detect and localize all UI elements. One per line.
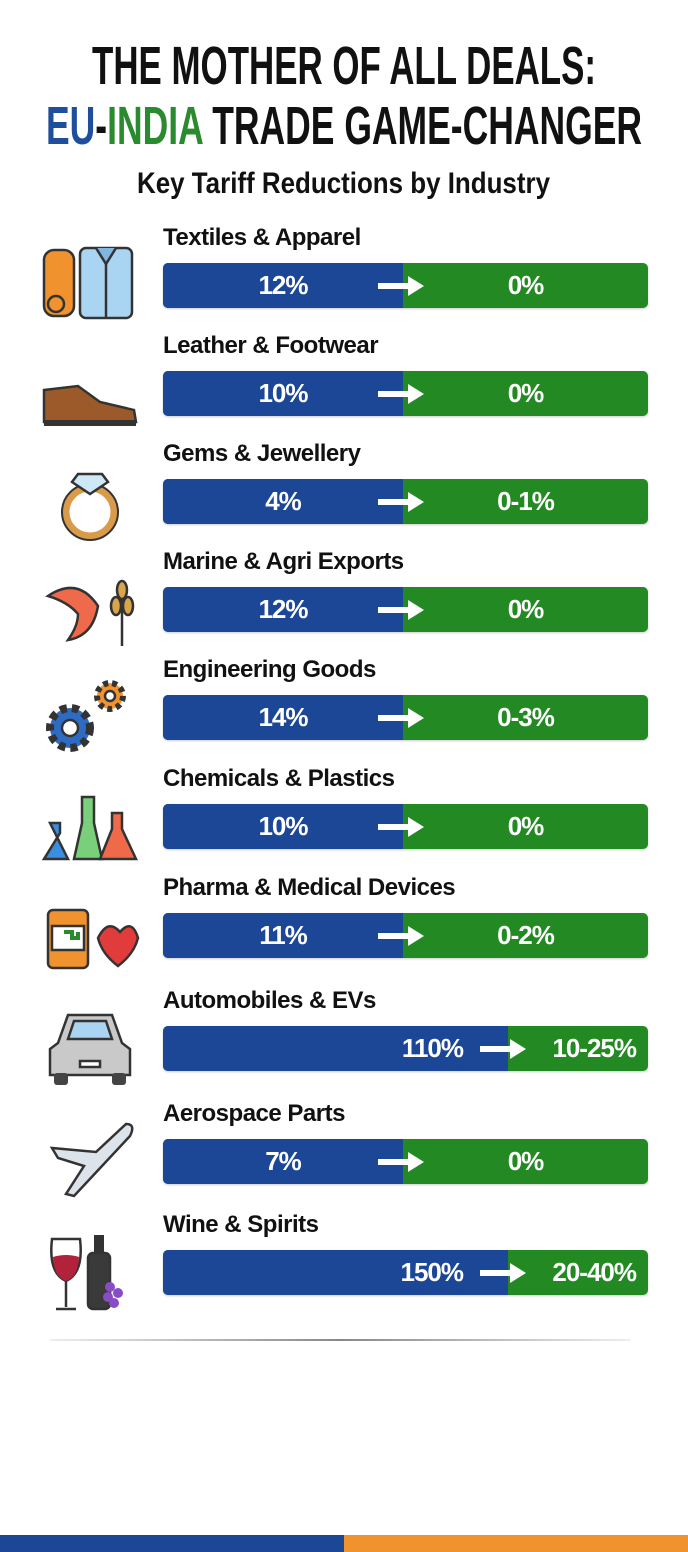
arrow-right-icon <box>378 708 424 728</box>
after-value: 0-3% <box>497 702 555 732</box>
tariff-row: Automobiles & EVs 110% 10-25% <box>0 987 688 1103</box>
car-icon <box>48 1013 132 1085</box>
tariff-row: Leather & Footwear 10% 0% <box>0 332 688 448</box>
tariff-bar: 150% 20-40% <box>163 1250 648 1295</box>
wine-bottle-icon <box>50 1235 123 1311</box>
after-value: 0% <box>507 270 545 300</box>
before-segment <box>163 695 403 740</box>
tariff-row: Aerospace Parts 7% 0% <box>0 1100 688 1216</box>
arrow-right-icon <box>378 492 424 512</box>
before-segment <box>163 804 403 849</box>
arrow-right-icon <box>378 926 424 946</box>
tariff-bar: 10% 0% <box>163 371 648 416</box>
airplane-icon <box>49 1122 134 1198</box>
after-value: 20-40% <box>552 1257 637 1287</box>
flasks-icon <box>41 795 138 861</box>
shrimp-wheat-icon <box>45 579 135 646</box>
after-value: 0-1% <box>497 486 555 516</box>
footer-strip-orange <box>344 1535 688 1552</box>
title-rest: TRADE GAME-CHANGER <box>202 96 642 156</box>
tariff-row: Chemicals & Plastics 10% 0% <box>0 765 688 881</box>
page-title: THE MOTHER OF ALL DEALS: EU-INDIA TRADE … <box>46 36 642 156</box>
title-line-1: THE MOTHER OF ALL DEALS: <box>92 36 596 96</box>
tariff-bar: 12% 0% <box>163 587 648 632</box>
after-value: 0% <box>507 594 545 624</box>
before-value: 7% <box>265 1146 302 1176</box>
before-value: 4% <box>265 486 302 516</box>
diamond-ring-icon <box>61 472 119 541</box>
industry-label: Engineering Goods <box>163 656 376 683</box>
before-value: 12% <box>258 270 308 300</box>
tariff-bar: 7% 0% <box>163 1139 648 1184</box>
industry-label: Chemicals & Plastics <box>163 765 395 792</box>
after-value: 0% <box>507 1146 545 1176</box>
fabric-shirt-icon <box>42 246 134 320</box>
tariff-bar: 14% 0-3% <box>163 695 648 740</box>
before-segment <box>163 1250 508 1295</box>
arrow-right-icon <box>378 600 424 620</box>
tariff-row: Marine & Agri Exports 12% 0% <box>0 548 688 664</box>
tariff-row: Gems & Jewellery 4% 0-1% <box>0 440 688 556</box>
gears-icon <box>46 680 126 752</box>
before-value: 10% <box>258 811 308 841</box>
before-value: 12% <box>258 594 308 624</box>
before-segment <box>163 1026 508 1071</box>
tariff-row: Pharma & Medical Devices 11% 0-2% <box>0 874 688 990</box>
before-segment <box>163 913 403 958</box>
before-segment <box>163 479 403 524</box>
after-value: 10-25% <box>552 1033 637 1063</box>
footer-strip-blue <box>0 1535 344 1552</box>
industry-label: Textiles & Apparel <box>163 224 361 251</box>
tariff-bar: 11% 0-2% <box>163 913 648 958</box>
before-value: 14% <box>258 702 308 732</box>
industry-label: Wine & Spirits <box>163 1211 319 1238</box>
title-india: INDIA <box>107 96 203 156</box>
industry-label: Gems & Jewellery <box>163 440 361 467</box>
arrow-right-icon <box>378 384 424 404</box>
industry-label: Pharma & Medical Devices <box>163 874 456 901</box>
industry-label: Aerospace Parts <box>163 1100 345 1127</box>
divider <box>50 1339 630 1341</box>
after-value: 0% <box>507 811 545 841</box>
subtitle-text: Key Tariff Reductions by Industry <box>137 167 550 200</box>
before-segment <box>163 371 403 416</box>
before-value: 110% <box>401 1033 464 1063</box>
tariff-row: Textiles & Apparel 12% 0% <box>0 224 688 340</box>
tariff-bar: 10% 0% <box>163 804 648 849</box>
arrow-right-icon <box>378 276 424 296</box>
before-segment <box>163 263 403 308</box>
tariff-bar: 4% 0-1% <box>163 479 648 524</box>
after-value: 0-2% <box>497 920 555 950</box>
title-dash: - <box>95 96 107 156</box>
before-value: 10% <box>258 378 308 408</box>
industry-label: Automobiles & EVs <box>163 987 376 1014</box>
before-value: 11% <box>259 920 308 950</box>
after-value: 0% <box>507 378 545 408</box>
subtitle: Key Tariff Reductions by Industry <box>137 167 550 200</box>
industry-label: Marine & Agri Exports <box>163 548 404 575</box>
before-value: 150% <box>400 1257 464 1287</box>
tariff-bar: 110% 10-25% <box>163 1026 648 1071</box>
tariff-bar: 12% 0% <box>163 263 648 308</box>
arrow-right-icon <box>480 1263 526 1283</box>
before-segment <box>163 587 403 632</box>
title-line-2: EU-INDIA TRADE GAME-CHANGER <box>46 96 642 156</box>
title-eu: EU <box>46 96 95 156</box>
shoe-icon <box>42 384 138 426</box>
arrow-right-icon <box>480 1039 526 1059</box>
tariff-row: Engineering Goods 14% 0-3% <box>0 656 688 772</box>
industry-label: Leather & Footwear <box>163 332 379 359</box>
arrow-right-icon <box>378 1152 424 1172</box>
medicine-heart-icon <box>46 908 140 970</box>
tariff-row: Wine & Spirits 150% 20-40% <box>0 1211 688 1327</box>
arrow-right-icon <box>378 817 424 837</box>
before-segment <box>163 1139 403 1184</box>
